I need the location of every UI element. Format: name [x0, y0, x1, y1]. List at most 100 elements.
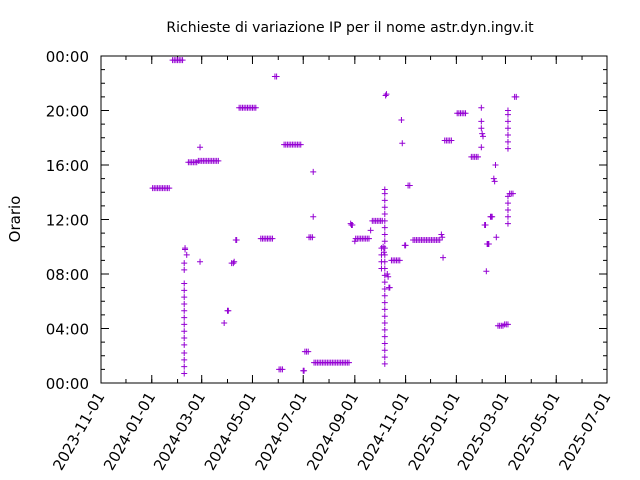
data-point: [183, 251, 190, 258]
data-point: [492, 162, 499, 168]
data-point: [233, 236, 240, 243]
data-point: [386, 284, 393, 291]
data-point: [181, 266, 188, 273]
data-point: [478, 104, 485, 111]
data-point: [381, 224, 388, 231]
data-point: [402, 242, 409, 249]
data-point: [181, 328, 188, 335]
data-point: [382, 92, 389, 99]
data-point: [381, 231, 388, 238]
data-point: [479, 133, 486, 140]
data-point: [504, 107, 511, 114]
data-point: [381, 245, 388, 252]
data-point: [225, 307, 232, 314]
x-tick-label: 2024-09-01: [303, 389, 362, 474]
data-point: [383, 91, 390, 98]
data-point: [381, 360, 388, 367]
data-point: [504, 132, 511, 139]
data-point: [406, 182, 413, 189]
data-point: [490, 175, 497, 182]
data-point: [504, 321, 511, 328]
data-point: [166, 185, 173, 192]
data-point: [478, 144, 485, 151]
data-point: [367, 227, 374, 234]
data-point: [504, 125, 511, 132]
data-point: [273, 73, 280, 80]
data-point: [181, 321, 188, 328]
data-point: [221, 320, 228, 327]
data-point: [269, 235, 276, 242]
data-point: [381, 279, 388, 286]
data-point: [381, 217, 388, 224]
data-point: [482, 221, 489, 228]
data-point: [485, 241, 492, 248]
x-tick-label: 2024-07-01: [252, 389, 311, 474]
data-point: [385, 273, 392, 280]
data-point: [381, 292, 388, 299]
data-point: [231, 258, 238, 265]
data-point: [381, 354, 388, 361]
data-point: [181, 280, 188, 287]
data-point: [181, 300, 188, 307]
data-point: [381, 197, 388, 204]
data-point: [230, 260, 237, 267]
data-point: [448, 137, 455, 144]
data-point: [384, 271, 391, 277]
data-point: [381, 299, 388, 306]
data-point: [181, 370, 188, 377]
x-tick-label: 2024-05-01: [201, 389, 260, 474]
data-point: [398, 117, 405, 124]
data-point: [181, 287, 188, 294]
data-point: [381, 326, 388, 333]
data-point: [181, 260, 188, 267]
data-point: [381, 251, 388, 258]
x-tick-label: 2025-03-01: [454, 389, 513, 474]
data-point: [381, 347, 388, 354]
x-tick-label: 2024-03-01: [150, 389, 209, 474]
data-point: [381, 340, 388, 347]
data-point: [478, 125, 485, 132]
data-point: [504, 145, 511, 152]
data-point: [504, 220, 511, 227]
y-tick-label: 16:00: [46, 157, 89, 175]
y-tick-label: 20:00: [46, 103, 89, 121]
data-point: [513, 93, 520, 100]
data-point: [504, 213, 511, 220]
data-point: [215, 157, 222, 164]
data-point: [310, 213, 317, 220]
x-tick-label: 2025-05-01: [505, 389, 564, 474]
data-point: [483, 268, 490, 275]
data-point: [381, 306, 388, 313]
axes: 2023-11-012024-01-012024-03-012024-05-01…: [46, 48, 615, 474]
data-point: [181, 335, 188, 342]
x-tick-label: 2024-01-01: [100, 389, 159, 474]
data-point: [479, 130, 486, 137]
plot-frame: [100, 55, 608, 384]
data-point: [181, 307, 188, 314]
data-point: [381, 186, 388, 193]
data-point: [365, 235, 372, 242]
data-point: [475, 153, 482, 160]
data-point: [381, 320, 388, 327]
data-point: [197, 144, 204, 151]
x-tick-label: 2024-11-01: [354, 389, 413, 474]
data-point: [346, 359, 353, 366]
data-point: [493, 234, 500, 241]
y-tick-label: 00:00: [46, 48, 89, 66]
data-point: [504, 118, 511, 125]
data-point: [491, 178, 498, 185]
x-tick-label: 2025-07-01: [555, 389, 614, 474]
data-points: [149, 57, 520, 377]
data-point: [181, 363, 188, 370]
data-point: [181, 350, 188, 357]
data-point: [381, 265, 388, 272]
data-point: [349, 221, 356, 228]
data-point: [440, 254, 447, 261]
data-point: [181, 294, 188, 301]
y-tick-label: 04:00: [46, 321, 89, 339]
data-point: [381, 285, 388, 292]
data-point: [509, 190, 516, 197]
x-tick-label: 2023-11-01: [49, 389, 108, 474]
data-point: [181, 314, 188, 321]
